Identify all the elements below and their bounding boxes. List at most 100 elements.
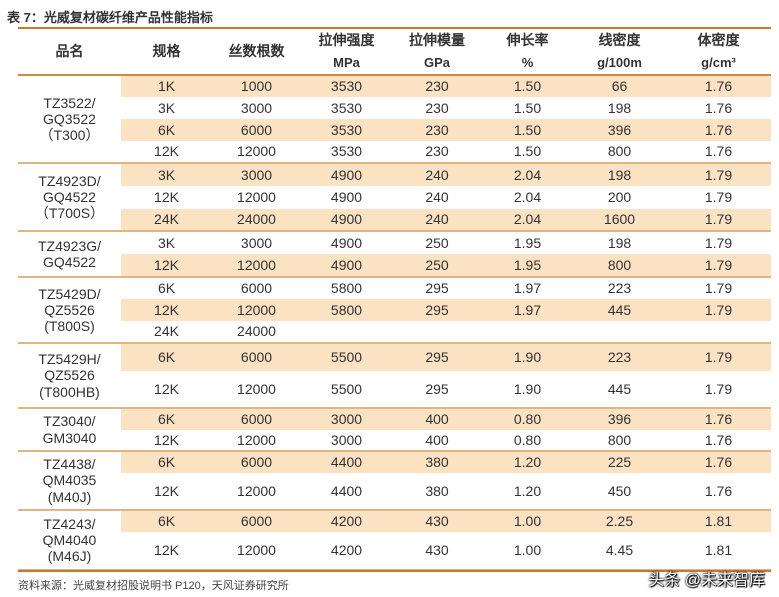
strength-cell: 5500 — [301, 343, 392, 371]
filaments-cell: 6000 — [240, 280, 273, 297]
table-row: TZ3040/ GM3040 6K 6000 3000 400 0.80 396 1.76 — [18, 408, 771, 452]
header-spec: 规格 — [121, 29, 212, 76]
elongation-cell: 1.20 — [482, 473, 573, 511]
linear-density-cell: 198 — [607, 99, 632, 116]
density-cell: 1.76 — [666, 430, 771, 452]
filaments-cell: 3000 — [240, 234, 273, 251]
product-name-cell: TZ3522/ GQ3522 （T300） — [18, 75, 121, 164]
spec-cell: 12K — [121, 254, 212, 278]
modulus-cell: 230 — [425, 99, 449, 116]
watermark: 头条 @未来智库 — [648, 572, 765, 589]
spec-cell: 6K — [157, 280, 176, 297]
table-row: TZ5429D/ QZ5526 (T800S) 6K 6000 5800 295 1.97… — [18, 277, 771, 344]
filaments-cell: 6000 — [212, 510, 301, 532]
unit-elongation: % — [482, 51, 573, 76]
modulus-cell: 380 — [392, 451, 482, 473]
linear-density-cell: 1600 — [573, 209, 666, 232]
table-row: 12K 12000 5500 295 1.90 445 1.79 — [18, 371, 771, 409]
modulus-cell: 295 — [425, 280, 449, 297]
density-cell: 1.79 — [704, 189, 733, 206]
elongation-cell: 1.90 — [482, 343, 573, 371]
density-cell: 1.76 — [666, 408, 771, 430]
elongation-cell: 2.04 — [513, 189, 542, 206]
density-cell: 1.79 — [704, 280, 733, 297]
linear-density-cell: 450 — [573, 473, 666, 511]
spec-cell: 6K — [121, 451, 212, 473]
filaments-cell: 3000 — [240, 99, 273, 116]
filaments-cell: 6000 — [212, 343, 301, 371]
linear-density-cell: 445 — [573, 371, 666, 409]
strength-cell: 4200 — [301, 510, 392, 532]
header-filaments: 丝数根数 — [212, 29, 301, 76]
table-row: 12K 12000 3000 400 0.80 800 1.76 — [18, 430, 771, 452]
spec-cell: 3K — [121, 163, 212, 186]
modulus-cell: 250 — [392, 254, 482, 278]
table-row: TZ4438/ QM4035 (M40J) 6K 6000 4400 380 1.20 22… — [18, 451, 771, 511]
table-body: TZ3522/ GQ3522 （T300） 1K 1000 3530 230 1.50 66… — [18, 75, 771, 571]
linear-density-cell: 800 — [573, 141, 666, 164]
filaments-cell: 12000 — [212, 141, 301, 164]
table-row: TZ5429H/ QZ5526 (T800HB) 6K 6000 5500 295 1.9… — [18, 343, 771, 409]
elongation-cell: 1.50 — [513, 99, 542, 116]
source-note: 资料来源：光威复材招股说明书 P120，天风证券研究所 — [18, 580, 289, 592]
table-row: TZ4923D/ GQ4522 （T700S） 3K 3000 4900 240 2.04… — [18, 163, 771, 232]
elongation-cell: 0.80 — [482, 430, 573, 452]
elongation-cell — [482, 321, 573, 344]
strength-cell — [301, 321, 392, 344]
spec-cell: 3K — [157, 234, 176, 251]
modulus-cell: 400 — [392, 408, 482, 430]
product-name-cell: TZ4438/ QM4035 (M40J) — [18, 451, 121, 511]
elongation-cell: 2.04 — [482, 209, 573, 232]
strength-cell: 3000 — [301, 408, 392, 430]
strength-cell: 3000 — [301, 430, 392, 452]
product-spec-table: 品名 规格 丝数根数 拉伸强度 拉伸模量 伸长率 线密度 体密度 MPa GPa… — [18, 29, 771, 571]
spec-cell: 12K — [121, 371, 212, 409]
bottom-rule — [18, 570, 771, 572]
strength-cell: 5800 — [301, 299, 392, 321]
linear-density-cell: 225 — [573, 451, 666, 473]
density-cell: 1.79 — [666, 209, 771, 232]
elongation-cell: 1.00 — [482, 532, 573, 571]
table-row: 12K 12000 4400 380 1.20 450 1.76 — [18, 473, 771, 511]
strength-cell: 4400 — [301, 473, 392, 511]
unit-tensile-modulus: GPa — [392, 51, 482, 76]
filaments-cell: 1000 — [212, 75, 301, 97]
header-tensile-modulus: 拉伸模量 — [392, 29, 482, 52]
spec-cell: 6K — [121, 510, 212, 532]
spec-cell: 24K — [121, 209, 212, 232]
density-cell: 1.79 — [666, 299, 771, 321]
elongation-cell: 1.50 — [482, 75, 573, 97]
linear-density-cell: 800 — [573, 254, 666, 278]
strength-cell: 5500 — [301, 371, 392, 409]
modulus-cell: 230 — [392, 119, 482, 141]
filaments-cell: 3000 — [212, 163, 301, 186]
table-row: 12K 12000 5800 295 1.97 445 1.79 — [18, 299, 771, 321]
spec-cell: 6K — [121, 343, 212, 371]
product-name-cell: TZ4243/ QM4040 (M46J) — [18, 510, 121, 571]
unit-density: g/cm³ — [666, 51, 771, 76]
density-cell: 1.79 — [666, 254, 771, 278]
density-cell: 1.81 — [666, 532, 771, 571]
unit-tensile-strength: MPa — [301, 51, 392, 76]
table-row: TZ3522/ GQ3522 （T300） 1K 1000 3530 230 1.50 66… — [18, 75, 771, 164]
density-cell: 1.76 — [666, 141, 771, 164]
table-row: 12K 12000 3530 230 1.50 800 1.76 — [18, 141, 771, 164]
spec-cell: 12K — [121, 299, 212, 321]
linear-density-cell: 800 — [573, 430, 666, 452]
strength-cell: 3530 — [301, 75, 392, 97]
modulus-cell: 240 — [425, 189, 449, 206]
product-name-cell: TZ3040/ GM3040 — [18, 408, 121, 452]
elongation-cell: 1.50 — [482, 119, 573, 141]
linear-density-cell: 2.25 — [573, 510, 666, 532]
filaments-cell: 12000 — [237, 189, 276, 206]
top-rule — [18, 27, 771, 29]
modulus-cell: 380 — [392, 473, 482, 511]
modulus-cell: 430 — [392, 532, 482, 571]
strength-cell: 3530 — [301, 119, 392, 141]
spec-cell: 6K — [121, 119, 212, 141]
elongation-cell: 1.95 — [482, 254, 573, 278]
table-row: TZ4923G/ GQ4522 3K 3000 4900 250 1.95 198 1.79 — [18, 231, 771, 278]
linear-density-cell: 198 — [573, 163, 666, 186]
density-cell: 1.76 — [666, 473, 771, 511]
modulus-cell: 295 — [392, 343, 482, 371]
